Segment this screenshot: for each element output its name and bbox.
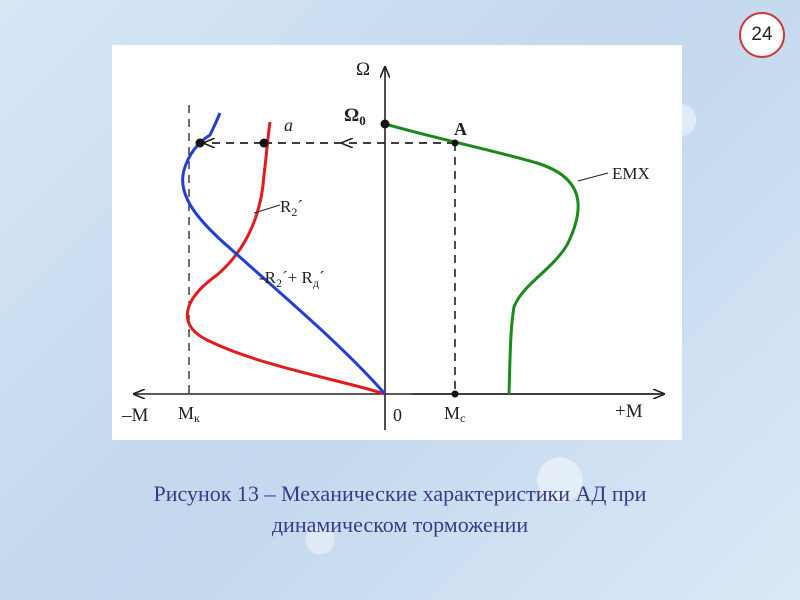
r2rd-label: -R2´+ Rд´ — [259, 268, 325, 290]
point-a — [451, 139, 459, 147]
mechanical-characteristics-diagram: Ω Ω0 A a EMX R2´ -R2´+ Rд´ –M Mк 0 Mс +M — [121, 59, 682, 430]
figure-panel: Ω Ω0 A a EMX R2´ -R2´+ Rд´ –M Mк 0 Mс +M — [112, 45, 682, 440]
mk-label: Mк — [178, 403, 200, 425]
point-r2-at-a — [259, 138, 269, 148]
r2-label: R2´ — [280, 197, 303, 219]
point-a-small-label: a — [284, 115, 293, 135]
x-axis-pos-label: +M — [615, 401, 643, 422]
r2-curve — [185, 121, 386, 396]
r2rd-curve — [181, 112, 387, 395]
emx-curve — [384, 122, 580, 395]
point-mc — [451, 390, 459, 398]
x-axis-neg-label: –M — [121, 405, 149, 426]
point-omega0 — [380, 119, 390, 129]
slide-number: 24 — [739, 12, 785, 58]
emx-label: EMX — [612, 164, 650, 183]
origin-label: 0 — [393, 405, 402, 425]
figure-caption: Рисунок 13 – Механические характеристики… — [60, 478, 740, 540]
point-a-label: A — [454, 119, 467, 139]
caption-line-1: Рисунок 13 – Механические характеристики… — [153, 481, 647, 506]
r2-leader — [253, 204, 281, 214]
emx-leader — [577, 172, 609, 182]
omega0-label: Ω0 — [344, 105, 366, 128]
y-axis-label: Ω — [356, 59, 370, 80]
point-r2rd-at-a — [195, 138, 205, 148]
caption-line-2: динамическом торможении — [271, 512, 529, 537]
mc-label: Mс — [444, 403, 465, 425]
